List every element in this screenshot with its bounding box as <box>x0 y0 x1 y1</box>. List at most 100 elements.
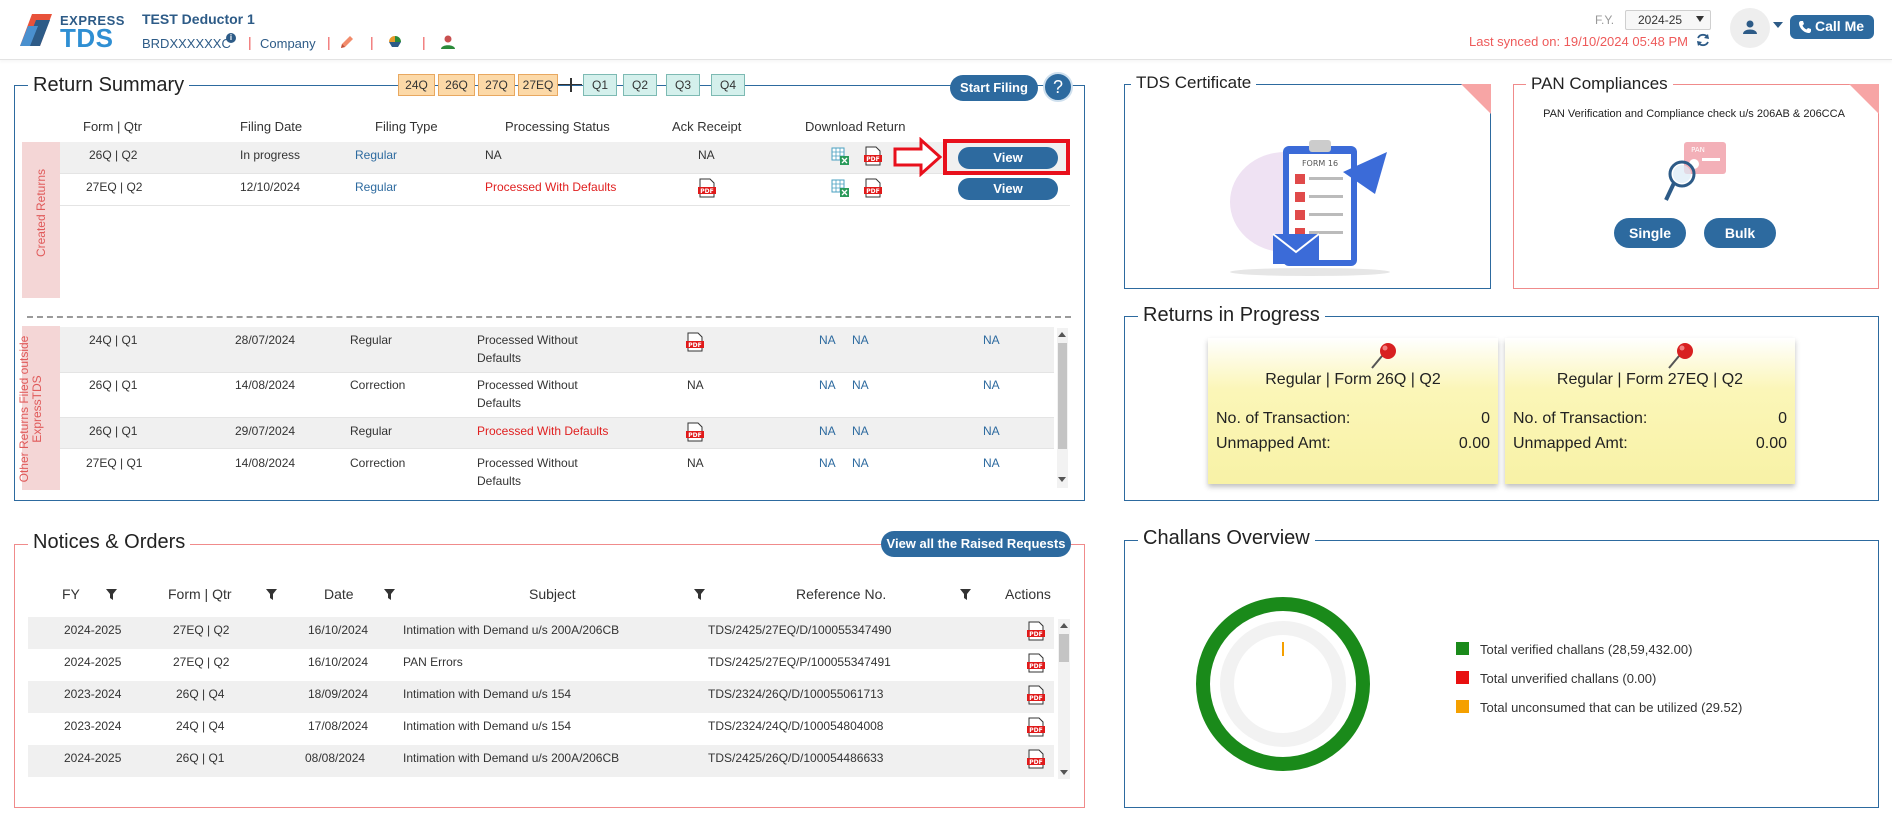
row-date: 14/08/2024 <box>235 456 296 470</box>
form-chip-27q[interactable]: 27Q <box>478 74 515 96</box>
help-icon[interactable]: ? <box>1043 72 1073 102</box>
row-status: Processed With Defaults <box>477 424 609 438</box>
row-na: NA <box>852 456 869 470</box>
row-na: NA <box>852 333 869 347</box>
pdf-ack-icon[interactable]: PDF <box>686 422 704 442</box>
row-divider <box>60 417 1054 418</box>
row-type: Correction <box>350 456 406 470</box>
logo-text-tds: TDS <box>60 23 114 53</box>
row-type: Regular <box>350 424 393 438</box>
transaction-label: No. of Transaction: <box>1513 410 1648 427</box>
created-returns-label: Created Returns <box>34 168 48 258</box>
col-actions: Actions <box>1005 586 1051 602</box>
pdf-download-icon[interactable]: PDF <box>1027 749 1045 769</box>
scroll-down-icon[interactable] <box>1058 477 1066 482</box>
expresstds-logo[interactable]: EXPRESS TDS <box>18 12 126 53</box>
row-status-line2: Defaults <box>477 396 522 410</box>
chevron-down-icon[interactable] <box>1773 22 1783 28</box>
pdf-ack-icon[interactable]: PDF <box>698 178 716 198</box>
single-button[interactable]: Single <box>1614 218 1686 248</box>
scroll-down-icon[interactable] <box>1060 770 1068 775</box>
info-icon[interactable]: i <box>226 33 236 43</box>
transaction-value: 0 <box>1778 410 1787 427</box>
notice-fy: 2023-2024 <box>64 719 122 733</box>
traces-user-icon[interactable] <box>439 33 457 51</box>
view-button[interactable]: View <box>958 147 1058 169</box>
returns-in-progress-title: Returns in Progress <box>1138 304 1325 327</box>
refresh-icon[interactable] <box>1695 32 1711 48</box>
excel-download-icon[interactable] <box>831 179 849 197</box>
filter-icon[interactable] <box>106 589 117 600</box>
filter-icon[interactable] <box>384 589 395 600</box>
quarter-chip-q3[interactable]: Q3 <box>666 74 700 96</box>
filter-icon[interactable] <box>960 589 971 600</box>
bulk-button[interactable]: Bulk <box>1704 218 1776 248</box>
pdf-download-icon[interactable]: PDF <box>864 178 882 198</box>
quarter-chip-q2[interactable]: Q2 <box>623 74 657 96</box>
edit-pencil-icon[interactable] <box>338 33 356 51</box>
table-row <box>28 617 1054 649</box>
scroll-up-icon[interactable] <box>1058 332 1066 337</box>
filter-icon[interactable] <box>694 589 705 600</box>
scroll-up-icon[interactable] <box>1060 623 1068 628</box>
pdf-download-icon[interactable]: PDF <box>1027 717 1045 737</box>
excel-download-icon[interactable] <box>831 147 849 165</box>
row-divider <box>60 372 1054 373</box>
pdf-ack-icon[interactable]: PDF <box>686 332 704 352</box>
col-ack-receipt: Ack Receipt <box>672 119 742 134</box>
deductor-name[interactable]: TEST Deductor 1 <box>142 11 255 27</box>
returns-in-progress-panel <box>1124 316 1879 501</box>
table-row <box>28 681 1054 713</box>
form-chip-26q[interactable]: 26Q <box>438 74 475 96</box>
start-filing-button[interactable]: Start Filing <box>950 75 1038 101</box>
table-row <box>28 745 1054 777</box>
form-chip-27eq[interactable]: 27EQ <box>518 74 558 96</box>
quarter-chip-q4[interactable]: Q4 <box>711 74 745 96</box>
notice-fy: 2024-2025 <box>64 751 122 765</box>
notice-subject: Intimation with Demand u/s 200A/206CB <box>403 751 620 765</box>
verified-ring <box>1196 597 1370 771</box>
progress-card[interactable]: Regular | Form 27EQ | Q2 No. of Transact… <box>1505 338 1795 484</box>
highlight-box <box>943 139 1070 175</box>
view-all-requests-button[interactable]: View all the Raised Requests <box>881 531 1071 557</box>
section-divider <box>27 316 1071 318</box>
connector-tick <box>570 78 572 92</box>
col-date: Date <box>324 586 354 602</box>
challans-donut-chart[interactable] <box>1193 594 1373 774</box>
notice-subject: Intimation with Demand u/s 154 <box>403 719 572 733</box>
notice-date: 16/10/2024 <box>308 655 369 669</box>
notice-subject: PAN Errors <box>403 655 463 669</box>
row-ack: NA <box>698 148 715 162</box>
row-type: Regular <box>355 148 398 162</box>
scrollbar-thumb[interactable] <box>1058 343 1067 449</box>
govt-emblem-icon[interactable] <box>386 33 404 51</box>
row-date: 29/07/2024 <box>235 424 296 438</box>
call-me-button[interactable]: Call Me <box>1790 15 1874 39</box>
tds-certificate-panel[interactable] <box>1124 84 1491 289</box>
col-form-qtr: Form | Qtr <box>83 119 142 134</box>
filter-icon[interactable] <box>266 589 277 600</box>
view-button[interactable]: View <box>958 178 1058 200</box>
legend-unconsumed-swatch <box>1456 700 1469 713</box>
pushpin-icon <box>1371 343 1396 369</box>
pdf-download-icon[interactable]: PDF <box>1027 621 1045 641</box>
pointer-arrow-icon <box>893 137 943 177</box>
progress-card[interactable]: Regular | Form 26Q | Q2 No. of Transacti… <box>1208 338 1498 484</box>
row-na: NA <box>983 424 1000 438</box>
quarter-chip-q1[interactable]: Q1 <box>583 74 617 96</box>
row-date: 14/08/2024 <box>235 378 296 392</box>
row-na: NA <box>983 456 1000 470</box>
separator: | <box>248 34 252 50</box>
challans-overview-title: Challans Overview <box>1138 527 1315 550</box>
form-chip-24q[interactable]: 24Q <box>398 74 435 96</box>
pdf-download-icon[interactable]: PDF <box>1027 685 1045 705</box>
user-avatar[interactable] <box>1730 8 1770 48</box>
row-form: 27EQ | Q1 <box>86 456 143 470</box>
fy-select[interactable]: 2024-25 <box>1625 10 1711 30</box>
pdf-download-icon[interactable]: PDF <box>864 146 882 166</box>
pdf-download-icon[interactable]: PDF <box>1027 653 1045 673</box>
row-status: Processed Without <box>477 333 578 347</box>
row-form: 26Q | Q1 <box>89 378 138 392</box>
scrollbar-thumb[interactable] <box>1059 634 1069 662</box>
row-status: Processed With Defaults <box>485 180 617 194</box>
